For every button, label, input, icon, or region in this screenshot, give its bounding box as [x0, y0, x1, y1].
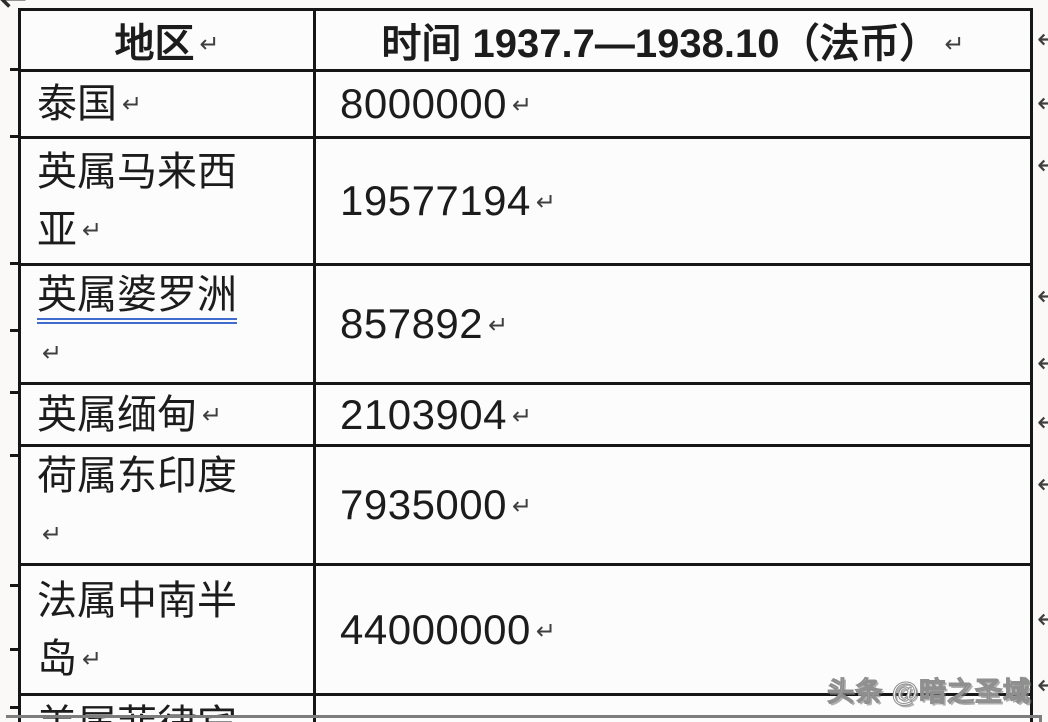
table-row: 英属缅甸 ↵ 2103904 ↵ — [18, 382, 1033, 447]
paragraph-mark: ↵ — [512, 91, 533, 119]
row-end-mark: ↵ — [1037, 670, 1048, 701]
row-end-mark: ↵ — [1037, 407, 1048, 438]
table-row: 荷属东印度↵ 7935000 ↵ — [18, 444, 1033, 566]
paragraph-mark: ↵ — [512, 401, 533, 430]
paragraph-mark: ↵ — [202, 400, 223, 429]
header-region-label: 地区 — [114, 22, 195, 66]
row-end-mark: ↵ — [1037, 348, 1048, 379]
row-end-mark: ↵ — [1037, 604, 1048, 635]
paragraph-mark: ↵ — [488, 311, 509, 339]
region-cell[interactable]: 泰国 ↵ — [18, 69, 316, 139]
amount-value: 2103904 — [340, 390, 508, 438]
amount-value: 7935000 — [340, 481, 508, 528]
paragraph-mark: ↵ — [122, 90, 143, 118]
region-name: 美属菲律宾 — [37, 703, 237, 722]
paragraph-mark: ↵ — [42, 339, 63, 367]
row-end-mark: ↵ — [1037, 469, 1048, 500]
row-border-stub — [10, 706, 19, 709]
region-name-spellcheck-underlined: 英属婆罗洲 — [37, 273, 237, 324]
region-cell[interactable]: 英属马来西 亚 ↵ — [18, 136, 316, 266]
paragraph-mark: ↵ — [82, 216, 103, 244]
table-row: 法属中南半 岛 ↵ 44000000 ↵ — [18, 563, 1033, 696]
paragraph-mark: ↵ — [535, 188, 557, 216]
table-row: 英属婆罗洲↵ 857892 ↵ — [18, 263, 1033, 385]
amount-cell[interactable]: 2103904 ↵ — [313, 382, 1033, 447]
row-border-stub — [10, 135, 19, 138]
region-cell[interactable]: 荷属东印度 ↵ — [18, 444, 316, 566]
amount-cell[interactable]: 44000000 ↵ — [313, 563, 1033, 696]
remittance-table: 地区 ↵ 时间 1937.7—1938.10（法币） ↵ 泰国 ↵ 8000000 ↵ … — [18, 8, 1033, 722]
row-end-mark: ↵ — [1037, 24, 1048, 55]
row-border-stub — [10, 262, 19, 265]
header-period-label: 时间 1937.7—1938.10（法币） — [381, 22, 940, 66]
paragraph-mark: ↵ — [512, 492, 533, 520]
amount-cell[interactable]: 8000000 ↵ — [313, 69, 1033, 139]
row-border-stub — [10, 391, 19, 394]
paragraph-mark: ↵ — [535, 616, 557, 645]
paragraph-mark: ↵ — [82, 644, 103, 673]
header-row: 地区 ↵ 时间 1937.7—1938.10（法币） ↵ — [18, 8, 1033, 72]
region-name: 英属缅甸 — [37, 392, 197, 437]
region-name: 荷属东印度 — [37, 454, 237, 498]
next-table-corner — [1039, 715, 1042, 722]
region-cell[interactable]: 英属缅甸 ↵ — [18, 382, 316, 447]
row-border-stub — [10, 584, 19, 587]
row-end-mark: ↵ — [1037, 88, 1048, 119]
region-name: 英属马来西 亚 — [37, 150, 237, 252]
next-table-top-border — [6, 715, 1040, 718]
region-cell[interactable]: 法属中南半 岛 ↵ — [18, 563, 316, 696]
header-cell-period[interactable]: 时间 1937.7—1938.10（法币） ↵ — [313, 8, 1033, 72]
row-end-mark: ↵ — [1037, 150, 1048, 181]
amount-value: 19577194 — [340, 177, 531, 224]
toutiao-watermark: 头条 @暗之圣域 — [827, 677, 1031, 708]
paragraph-mark: ↵ — [199, 30, 220, 58]
amount-value: 44000000 — [340, 605, 531, 653]
row-border-stub — [10, 454, 19, 457]
row-border-stub — [10, 648, 19, 651]
amount-value: 8000000 — [340, 80, 508, 127]
amount-cell[interactable]: 7935000 ↵ — [313, 444, 1033, 566]
paragraph-mark: ↵ — [42, 520, 63, 548]
table-row: 英属马来西 亚 ↵ 19577194 ↵ — [18, 136, 1033, 266]
amount-cell[interactable]: 857892 ↵ — [313, 263, 1033, 385]
region-name: 泰国 — [37, 82, 117, 126]
table-row: 泰国 ↵ 8000000 ↵ — [18, 69, 1033, 139]
amount-cell[interactable]: 19577194 ↵ — [313, 136, 1033, 266]
paragraph-mark: ↵ — [944, 30, 965, 58]
row-border-stub — [10, 329, 19, 332]
header-cell-region[interactable]: 地区 ↵ — [18, 8, 316, 72]
region-cell[interactable]: 英属婆罗洲 ↵ — [18, 263, 316, 385]
row-border-stub — [10, 68, 19, 71]
region-name: 法属中南半 岛 — [37, 578, 237, 681]
row-end-mark: ↵ — [1037, 281, 1048, 312]
amount-value: 857892 — [340, 300, 484, 347]
